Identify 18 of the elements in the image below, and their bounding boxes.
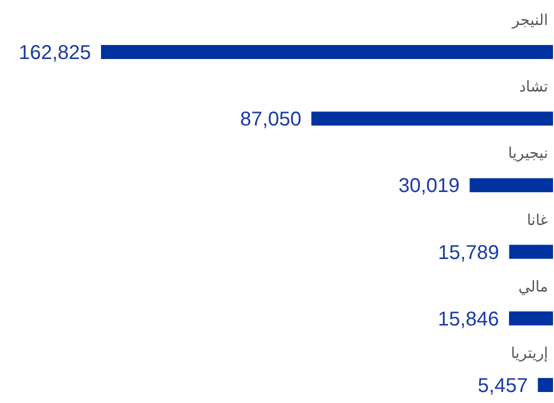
bar xyxy=(509,244,553,259)
bar xyxy=(538,378,553,392)
y-tick-label: غانا xyxy=(526,210,548,229)
bar xyxy=(101,45,553,59)
y-tick-label: نيجيريا xyxy=(508,144,548,162)
bar xyxy=(509,311,553,326)
y-tick-label: إريتريا xyxy=(510,344,548,362)
data-label: 162,825 xyxy=(18,42,91,64)
y-tick-label: مالي xyxy=(518,277,548,296)
data-label: 5,457 xyxy=(478,375,528,397)
data-label: 30,019 xyxy=(398,175,460,198)
y-tick-label: النيجر xyxy=(511,11,548,29)
bar xyxy=(311,112,553,126)
data-label: 15,846 xyxy=(438,308,500,330)
data-label: 87,050 xyxy=(240,108,302,131)
data-label: 15,789 xyxy=(438,242,500,264)
y-tick-label: تشاد xyxy=(519,78,548,96)
bar xyxy=(470,178,553,192)
